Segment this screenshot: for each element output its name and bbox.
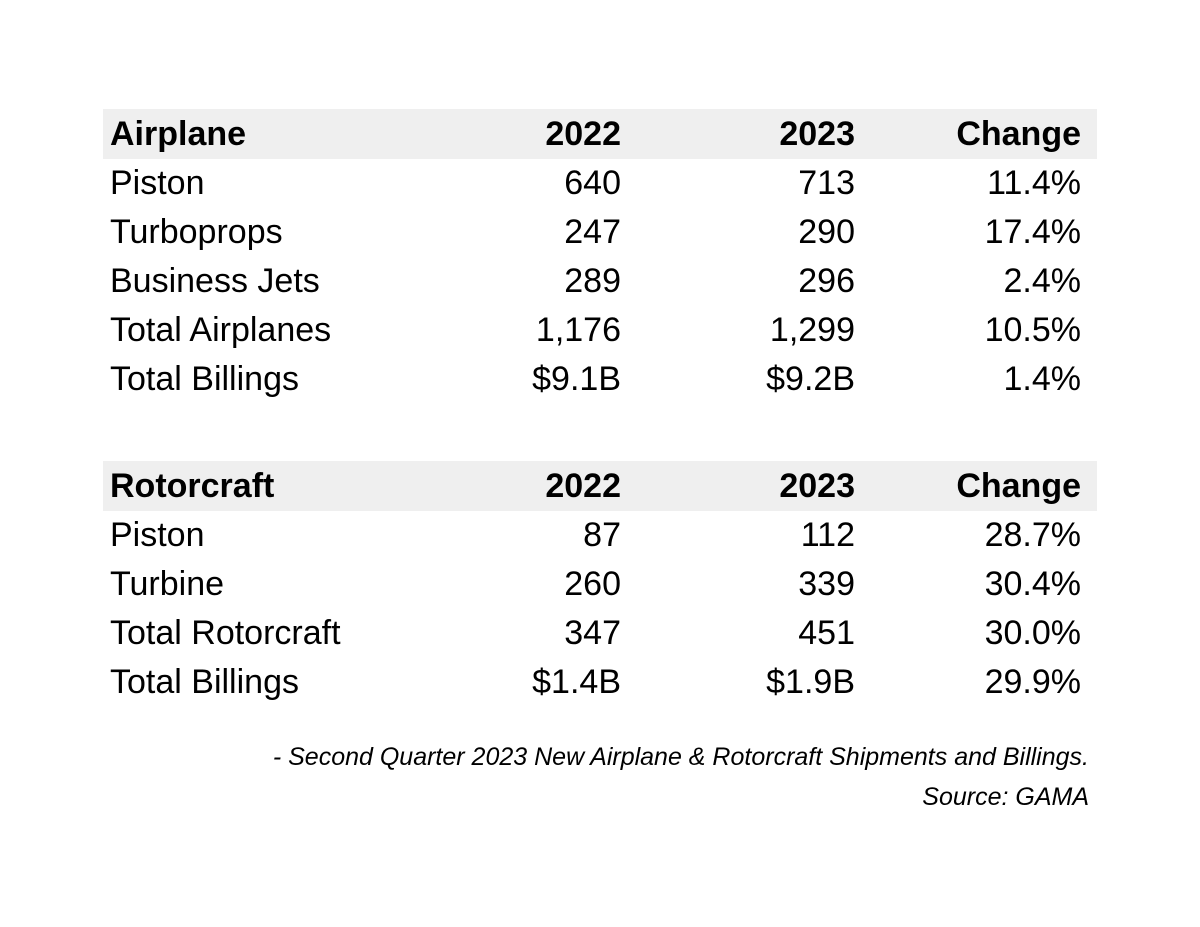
table-row: Total Billings $1.4B $1.9B 29.9% [103, 658, 1097, 707]
airplane-table: Airplane 2022 2023 Change Piston 640 713… [103, 109, 1097, 404]
value-change: 1.4% [1003, 360, 1082, 398]
row-label: Total Airplanes [110, 311, 332, 349]
value-2023: 451 [798, 614, 855, 652]
table-header-row: Airplane 2022 2023 Change [103, 109, 1097, 159]
row-label: Total Billings [110, 663, 299, 701]
table-row: Turbine 260 339 30.4% [103, 560, 1097, 609]
row-label: Turbine [110, 565, 225, 603]
value-2023: 290 [798, 213, 855, 251]
header-cell-change: Change [956, 115, 1081, 153]
row-label: Piston [110, 516, 205, 554]
value-change: 2.4% [1003, 262, 1082, 300]
table-row: Total Billings $9.1B $9.2B 1.4% [103, 355, 1097, 404]
value-2022: 640 [564, 164, 621, 202]
value-2023: $9.2B [766, 360, 855, 398]
row-label: Total Billings [110, 360, 299, 398]
table-row: Turboprops 247 290 17.4% [103, 208, 1097, 257]
value-2023: 339 [798, 565, 855, 603]
value-2022: 1,176 [535, 311, 621, 349]
table-row: Business Jets 289 296 2.4% [103, 257, 1097, 306]
header-cell-2022: 2022 [545, 467, 621, 505]
value-2022: 347 [564, 614, 621, 652]
value-2022: $9.1B [532, 360, 621, 398]
row-label: Piston [110, 164, 205, 202]
value-change: 17.4% [984, 213, 1081, 251]
table-row: Piston 640 713 11.4% [103, 159, 1097, 208]
header-cell-category: Airplane [110, 115, 247, 153]
value-change: 30.0% [984, 614, 1081, 652]
value-2023: 112 [800, 516, 855, 554]
value-change: 29.9% [984, 663, 1081, 701]
header-cell-change: Change [956, 467, 1081, 505]
value-2023: 296 [798, 262, 855, 300]
table-row: Total Airplanes 1,176 1,299 10.5% [103, 306, 1097, 355]
rotorcraft-table: Rotorcraft 2022 2023 Change Piston 87 11… [103, 461, 1097, 707]
value-2022: 260 [564, 565, 621, 603]
value-2023: 713 [798, 164, 855, 202]
header-cell-category: Rotorcraft [110, 467, 275, 505]
row-label: Turboprops [110, 213, 283, 251]
value-2022: 289 [564, 262, 621, 300]
row-label: Business Jets [110, 262, 320, 300]
value-change: 11.4% [987, 164, 1081, 202]
value-2022: 87 [583, 516, 621, 554]
row-label: Total Rotorcraft [110, 614, 341, 652]
value-2022: $1.4B [532, 663, 621, 701]
header-cell-2022: 2022 [545, 115, 621, 153]
value-2022: 247 [564, 213, 621, 251]
value-2023: 1,299 [769, 311, 855, 349]
value-2023: $1.9B [766, 663, 855, 701]
header-cell-2023: 2023 [779, 115, 855, 153]
table-row: Total Rotorcraft 347 451 30.0% [103, 609, 1097, 658]
value-change: 30.4% [984, 565, 1081, 603]
caption-source: Source: GAMA [922, 783, 1089, 811]
header-cell-2023: 2023 [779, 467, 855, 505]
caption-title: - Second Quarter 2023 New Airplane & Rot… [272, 743, 1089, 771]
table-row: Piston 87 112 28.7% [103, 511, 1097, 560]
table-header-row: Rotorcraft 2022 2023 Change [103, 461, 1097, 511]
value-change: 10.5% [984, 311, 1081, 349]
value-change: 28.7% [984, 516, 1081, 554]
